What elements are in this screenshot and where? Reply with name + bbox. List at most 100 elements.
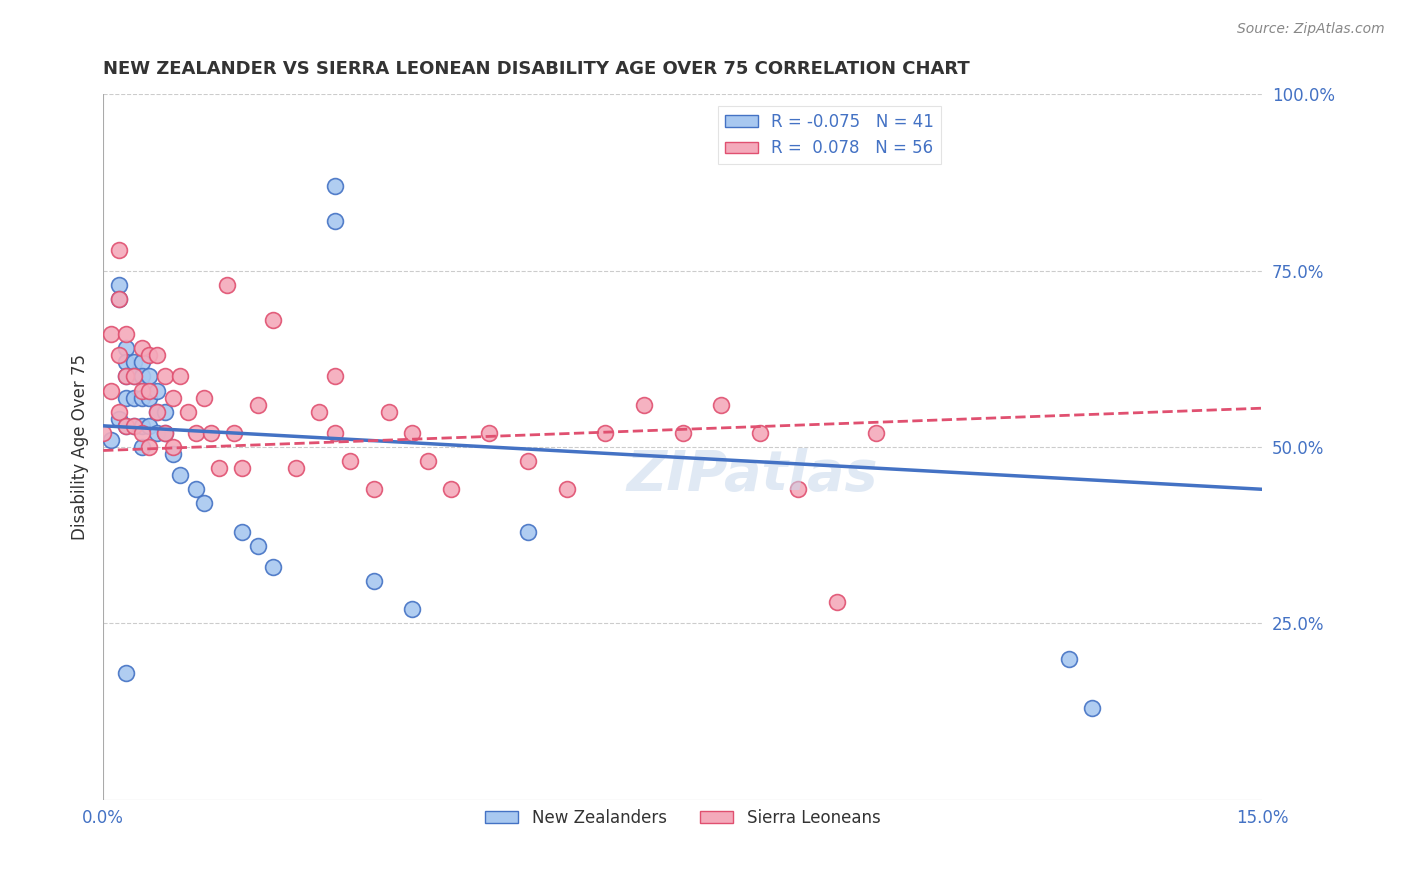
Point bbox=[162, 440, 184, 454]
Point bbox=[169, 369, 191, 384]
Point bbox=[323, 179, 346, 194]
Point bbox=[153, 425, 176, 440]
Point bbox=[633, 398, 655, 412]
Point bbox=[107, 348, 129, 362]
Point bbox=[323, 425, 346, 440]
Point bbox=[787, 483, 810, 497]
Legend: New Zealanders, Sierra Leoneans: New Zealanders, Sierra Leoneans bbox=[478, 802, 887, 833]
Point bbox=[115, 391, 138, 405]
Point bbox=[138, 391, 160, 405]
Point bbox=[262, 313, 284, 327]
Point bbox=[224, 425, 246, 440]
Point bbox=[138, 369, 160, 384]
Point bbox=[308, 405, 330, 419]
Point bbox=[246, 398, 269, 412]
Point bbox=[401, 602, 423, 616]
Point bbox=[122, 418, 145, 433]
Point bbox=[671, 425, 693, 440]
Point bbox=[193, 496, 215, 510]
Point bbox=[177, 405, 200, 419]
Text: Source: ZipAtlas.com: Source: ZipAtlas.com bbox=[1237, 22, 1385, 37]
Point bbox=[193, 391, 215, 405]
Point bbox=[1081, 701, 1104, 715]
Point bbox=[131, 418, 153, 433]
Point bbox=[131, 425, 153, 440]
Point bbox=[146, 405, 169, 419]
Point bbox=[115, 418, 138, 433]
Text: NEW ZEALANDER VS SIERRA LEONEAN DISABILITY AGE OVER 75 CORRELATION CHART: NEW ZEALANDER VS SIERRA LEONEAN DISABILI… bbox=[103, 60, 970, 78]
Point bbox=[200, 425, 222, 440]
Point bbox=[153, 405, 176, 419]
Point bbox=[184, 483, 207, 497]
Point bbox=[138, 348, 160, 362]
Point bbox=[107, 405, 129, 419]
Point bbox=[478, 425, 501, 440]
Point bbox=[115, 418, 138, 433]
Point bbox=[1057, 651, 1080, 665]
Point bbox=[107, 292, 129, 306]
Point bbox=[595, 425, 617, 440]
Point bbox=[401, 425, 423, 440]
Point bbox=[416, 454, 439, 468]
Point bbox=[107, 243, 129, 257]
Point bbox=[115, 369, 138, 384]
Point bbox=[122, 369, 145, 384]
Point bbox=[138, 440, 160, 454]
Y-axis label: Disability Age Over 75: Disability Age Over 75 bbox=[72, 354, 89, 540]
Point bbox=[710, 398, 733, 412]
Point bbox=[122, 418, 145, 433]
Point bbox=[115, 665, 138, 680]
Point bbox=[146, 348, 169, 362]
Point bbox=[122, 391, 145, 405]
Point bbox=[115, 341, 138, 355]
Point bbox=[162, 391, 184, 405]
Point bbox=[162, 447, 184, 461]
Point bbox=[100, 384, 122, 398]
Point bbox=[146, 405, 169, 419]
Point bbox=[825, 595, 848, 609]
Point bbox=[208, 461, 231, 475]
Point bbox=[339, 454, 361, 468]
Point bbox=[100, 433, 122, 447]
Point bbox=[122, 369, 145, 384]
Point bbox=[323, 214, 346, 228]
Point bbox=[262, 559, 284, 574]
Point bbox=[131, 384, 153, 398]
Point bbox=[169, 468, 191, 483]
Point bbox=[231, 524, 253, 539]
Point bbox=[146, 425, 169, 440]
Point bbox=[748, 425, 770, 440]
Point bbox=[440, 483, 463, 497]
Point bbox=[131, 391, 153, 405]
Point bbox=[153, 369, 176, 384]
Point bbox=[100, 327, 122, 342]
Point bbox=[138, 384, 160, 398]
Point bbox=[517, 454, 540, 468]
Point bbox=[131, 341, 153, 355]
Point bbox=[146, 384, 169, 398]
Point bbox=[107, 292, 129, 306]
Point bbox=[107, 411, 129, 425]
Point bbox=[122, 355, 145, 369]
Point bbox=[115, 355, 138, 369]
Point bbox=[555, 483, 578, 497]
Point bbox=[131, 369, 153, 384]
Point bbox=[153, 425, 176, 440]
Text: ZIPatlas: ZIPatlas bbox=[626, 448, 877, 502]
Point bbox=[131, 440, 153, 454]
Point bbox=[107, 277, 129, 292]
Point bbox=[378, 405, 401, 419]
Point bbox=[115, 327, 138, 342]
Point bbox=[323, 369, 346, 384]
Point bbox=[517, 524, 540, 539]
Point bbox=[285, 461, 308, 475]
Point bbox=[865, 425, 887, 440]
Point bbox=[363, 483, 385, 497]
Point bbox=[246, 539, 269, 553]
Point bbox=[131, 355, 153, 369]
Point bbox=[115, 369, 138, 384]
Point bbox=[231, 461, 253, 475]
Point bbox=[215, 277, 238, 292]
Point bbox=[91, 425, 114, 440]
Point bbox=[138, 418, 160, 433]
